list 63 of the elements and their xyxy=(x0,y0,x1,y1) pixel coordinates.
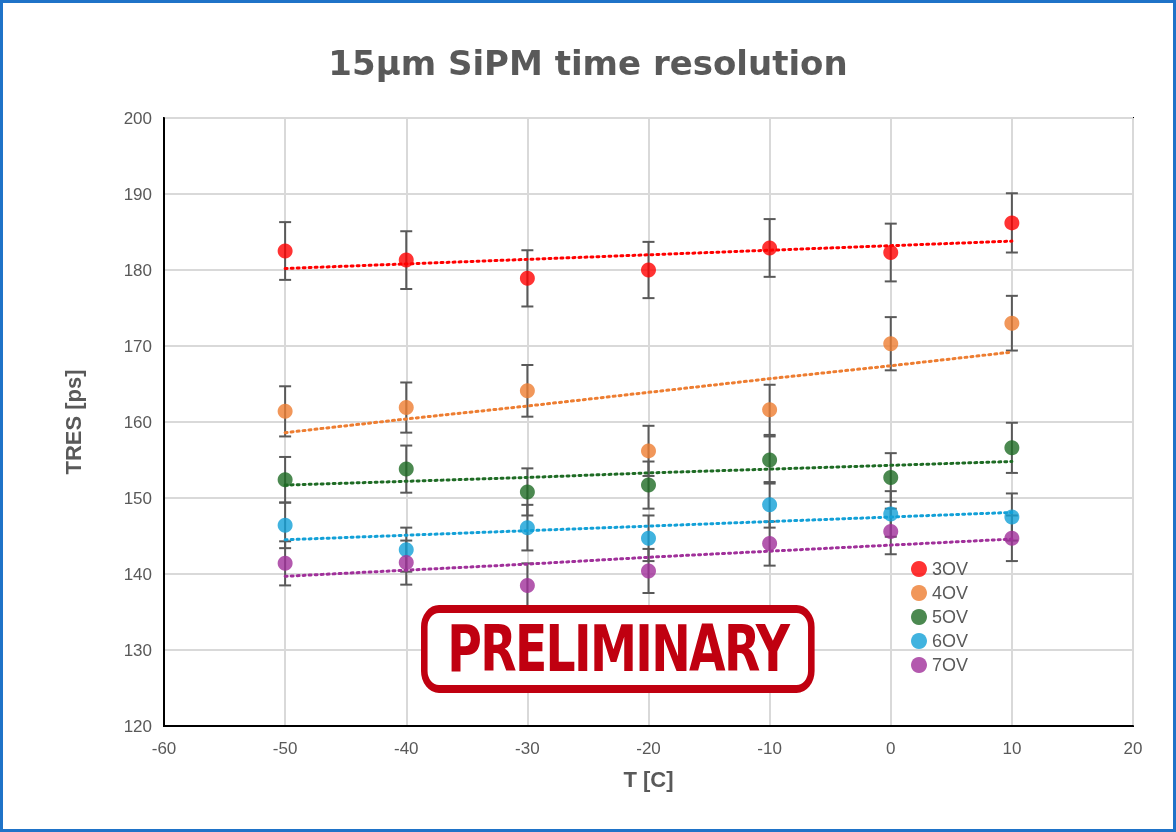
x-axis-title: T [C] xyxy=(623,766,674,792)
point xyxy=(1004,440,1020,456)
x-tick-label: -10 xyxy=(757,739,782,758)
y-tick-label: 190 xyxy=(123,184,152,204)
x-tick-label: 20 xyxy=(1123,739,1143,758)
point xyxy=(883,245,899,261)
y-tick-label: 180 xyxy=(123,260,152,280)
y-tick-label: 170 xyxy=(123,336,152,356)
point xyxy=(398,461,414,477)
y-tick-label: 120 xyxy=(123,716,152,736)
point xyxy=(1004,530,1020,546)
x-tick-label: -30 xyxy=(515,739,540,758)
x-tick-label: 0 xyxy=(886,739,896,758)
y-axis-title: TRES [ps] xyxy=(60,369,86,475)
y-tick-label: 150 xyxy=(123,488,152,508)
point xyxy=(883,523,899,539)
x-tick-label: -20 xyxy=(636,739,661,758)
legend-label: 7OV xyxy=(931,655,969,675)
x-tick-label: 10 xyxy=(1002,739,1022,758)
point xyxy=(762,240,778,256)
chart-title: 15µm SiPM time resolution xyxy=(328,43,848,83)
point xyxy=(641,262,656,278)
point xyxy=(519,520,535,536)
point xyxy=(398,555,414,571)
point xyxy=(762,536,778,552)
point xyxy=(398,400,414,416)
point xyxy=(277,472,293,488)
point xyxy=(641,477,656,493)
point xyxy=(519,270,535,286)
point xyxy=(762,452,778,468)
point xyxy=(519,577,535,593)
point xyxy=(277,517,293,533)
point xyxy=(883,336,899,352)
line-series xyxy=(283,239,1014,270)
annotation: PRELIMINARY xyxy=(421,605,815,693)
x-tick-label: -60 xyxy=(151,739,177,758)
point xyxy=(762,402,778,418)
point xyxy=(1004,509,1020,525)
legend-label: 6OV xyxy=(931,631,969,651)
point xyxy=(1004,215,1020,231)
x-tick-label: -50 xyxy=(272,739,298,758)
y-tick-label: 130 xyxy=(123,640,152,660)
point xyxy=(641,563,656,579)
point xyxy=(883,506,899,522)
x-tick-label: -40 xyxy=(393,739,419,758)
point xyxy=(519,383,535,399)
point xyxy=(277,555,293,571)
point xyxy=(1004,315,1020,331)
y-tick-label: 140 xyxy=(123,564,152,584)
point xyxy=(641,530,656,546)
point xyxy=(398,542,414,558)
point xyxy=(883,469,899,485)
point xyxy=(398,252,414,268)
legend-label: 3OV xyxy=(931,559,969,579)
point xyxy=(519,484,535,500)
point xyxy=(277,243,293,259)
y-tick-label: 160 xyxy=(123,412,152,432)
point xyxy=(277,403,293,419)
y-tick-label: 200 xyxy=(123,108,152,128)
legend-label: 5OV xyxy=(931,607,969,627)
point xyxy=(641,443,656,459)
legend-label: 4OV xyxy=(931,583,969,603)
point xyxy=(762,497,778,513)
